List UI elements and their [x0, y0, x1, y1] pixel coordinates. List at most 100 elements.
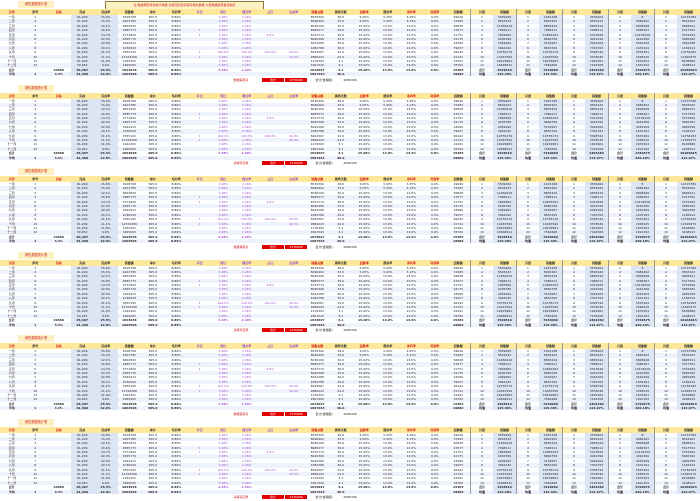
cell[interactable]: 8.89%: [171, 318, 182, 323]
cell[interactable]: 13.0%: [382, 124, 393, 129]
cell[interactable]: 8.89%: [171, 221, 182, 226]
cell[interactable]: 2: [34, 186, 37, 191]
cell[interactable]: 7: [516, 375, 539, 380]
cell[interactable]: 3.4%: [54, 406, 63, 411]
column-header[interactable]: 回款额: [453, 344, 463, 348]
cell[interactable]: 8.89%: [171, 436, 182, 441]
cell[interactable]: 305.0: [148, 54, 158, 59]
cell[interactable]: 26442: [453, 133, 464, 138]
cell[interactable]: 305.0: [148, 50, 158, 55]
cell[interactable]: 3159957: [539, 208, 562, 213]
cell[interactable]: 3.25%: [406, 15, 417, 19]
cell[interactable]: 4: [516, 362, 539, 367]
cell[interactable]: 305.0: [148, 107, 158, 112]
cell[interactable]: 22.0%: [94, 208, 118, 213]
cell[interactable]: 8653329: [539, 212, 562, 218]
cell[interactable]: 20.1%: [94, 45, 118, 51]
column-header[interactable]: 同比: [220, 93, 227, 98]
cell[interactable]: 4242299: [585, 454, 608, 459]
cell[interactable]: 5328744: [585, 300, 608, 306]
cell[interactable]: 3.48%: [218, 234, 229, 239]
cell[interactable]: 9: [516, 133, 539, 139]
cell[interactable]: 36.0: [337, 432, 345, 437]
cell[interactable]: 3.13%: [406, 102, 417, 107]
cell[interactable]: 0.0%: [430, 230, 439, 235]
cell[interactable]: 11: [33, 476, 38, 481]
cell[interactable]: 4168913: [677, 146, 700, 152]
cell[interactable]: 4: [654, 195, 677, 200]
cell[interactable]: 8: [631, 15, 654, 20]
cell[interactable]: 56828: [453, 441, 464, 446]
column-header[interactable]: 月度: [516, 9, 539, 15]
cell[interactable]: 8.89%: [171, 146, 182, 151]
cell[interactable]: 8.89%: [171, 217, 182, 222]
cell[interactable]: 1: [608, 265, 631, 270]
cell[interactable]: 22.0%: [94, 406, 118, 411]
cell[interactable]: 1962506: [121, 322, 137, 327]
cell[interactable]: 15.00%: [358, 23, 370, 28]
cell[interactable]: 305.0: [148, 472, 158, 477]
column-header[interactable]: 环比: [196, 260, 203, 265]
cell[interactable]: 4: [608, 195, 631, 200]
cell[interactable]: 3539409: [493, 349, 516, 354]
cell[interactable]: 1762675: [631, 401, 654, 407]
cell[interactable]: 13.0%: [406, 129, 417, 134]
cell[interactable]: 15.00%: [358, 375, 370, 380]
cell[interactable]: 1: [654, 349, 677, 354]
cell[interactable]: 3.1: [338, 146, 344, 151]
cell[interactable]: 2.26%: [241, 138, 252, 143]
cell[interactable]: 6652830: [122, 107, 136, 112]
cell[interactable]: 13.0%: [406, 41, 417, 46]
cell[interactable]: 15.00%: [358, 379, 370, 384]
cell[interactable]: 61,209: [70, 300, 94, 306]
cell[interactable]: 7: [654, 458, 677, 464]
cell[interactable]: 2: [608, 186, 631, 191]
cell[interactable]: 13.0%: [382, 274, 393, 279]
cell[interactable]: 22.0: [337, 388, 345, 393]
cell[interactable]: 十月: [8, 138, 15, 143]
cell[interactable]: 61,209: [70, 54, 94, 59]
cell[interactable]: 1036529: [122, 212, 136, 217]
cell[interactable]: 5: [516, 366, 539, 371]
cell[interactable]: 8146869: [677, 309, 700, 314]
cell[interactable]: 5.05%: [359, 19, 370, 24]
cell[interactable]: 20.1%: [94, 379, 118, 385]
cell[interactable]: 1526516: [493, 318, 516, 323]
cell[interactable]: 4: [608, 445, 631, 451]
cell[interactable]: 1622961: [585, 225, 608, 231]
cell[interactable]: 16.6%: [94, 111, 118, 117]
cell[interactable]: 11: [608, 142, 631, 147]
cell[interactable]: 8985577: [310, 278, 324, 283]
cell[interactable]: 11656416: [493, 357, 516, 363]
cell[interactable]: 3.48%: [218, 454, 229, 459]
cell[interactable]: 15.00%: [358, 50, 370, 55]
cell[interactable]: 16229981: [539, 142, 562, 147]
cell[interactable]: 13.0%: [382, 138, 393, 143]
cell[interactable]: 22.0%: [94, 458, 118, 464]
cell[interactable]: 13.0%: [382, 195, 393, 200]
cell[interactable]: 0.0%: [430, 199, 439, 204]
cell[interactable]: 0.0%: [430, 357, 439, 362]
cell[interactable]: 65,407: [70, 485, 94, 490]
cell[interactable]: 15.00%: [358, 384, 370, 389]
cell[interactable]: 115.30%: [539, 155, 562, 160]
cell[interactable]: 3242209: [585, 41, 608, 46]
cell[interactable]: 1801520: [310, 230, 324, 235]
cell[interactable]: 8.89%: [171, 485, 182, 490]
cell[interactable]: 5: [470, 199, 493, 204]
cell[interactable]: 13.0%: [382, 221, 393, 226]
column-header[interactable]: 利润率: [430, 427, 440, 432]
cell[interactable]: 22.0%: [94, 370, 118, 376]
cell[interactable]: 2.26%: [241, 296, 252, 301]
cell[interactable]: 0.0%: [430, 349, 439, 353]
cell[interactable]: 1: [198, 133, 201, 138]
cell[interactable]: 2.26%: [241, 15, 252, 19]
cell[interactable]: 合计: [470, 318, 493, 323]
cell[interactable]: 6: [470, 120, 493, 125]
cell[interactable]: 2.26%: [241, 98, 252, 103]
cell[interactable]: 8: [608, 379, 631, 385]
cell[interactable]: 1962506: [121, 239, 137, 244]
cell[interactable]: 1176303: [310, 476, 324, 481]
cell[interactable]: 11656416: [493, 441, 516, 446]
cell[interactable]: 8.89%: [171, 67, 182, 72]
